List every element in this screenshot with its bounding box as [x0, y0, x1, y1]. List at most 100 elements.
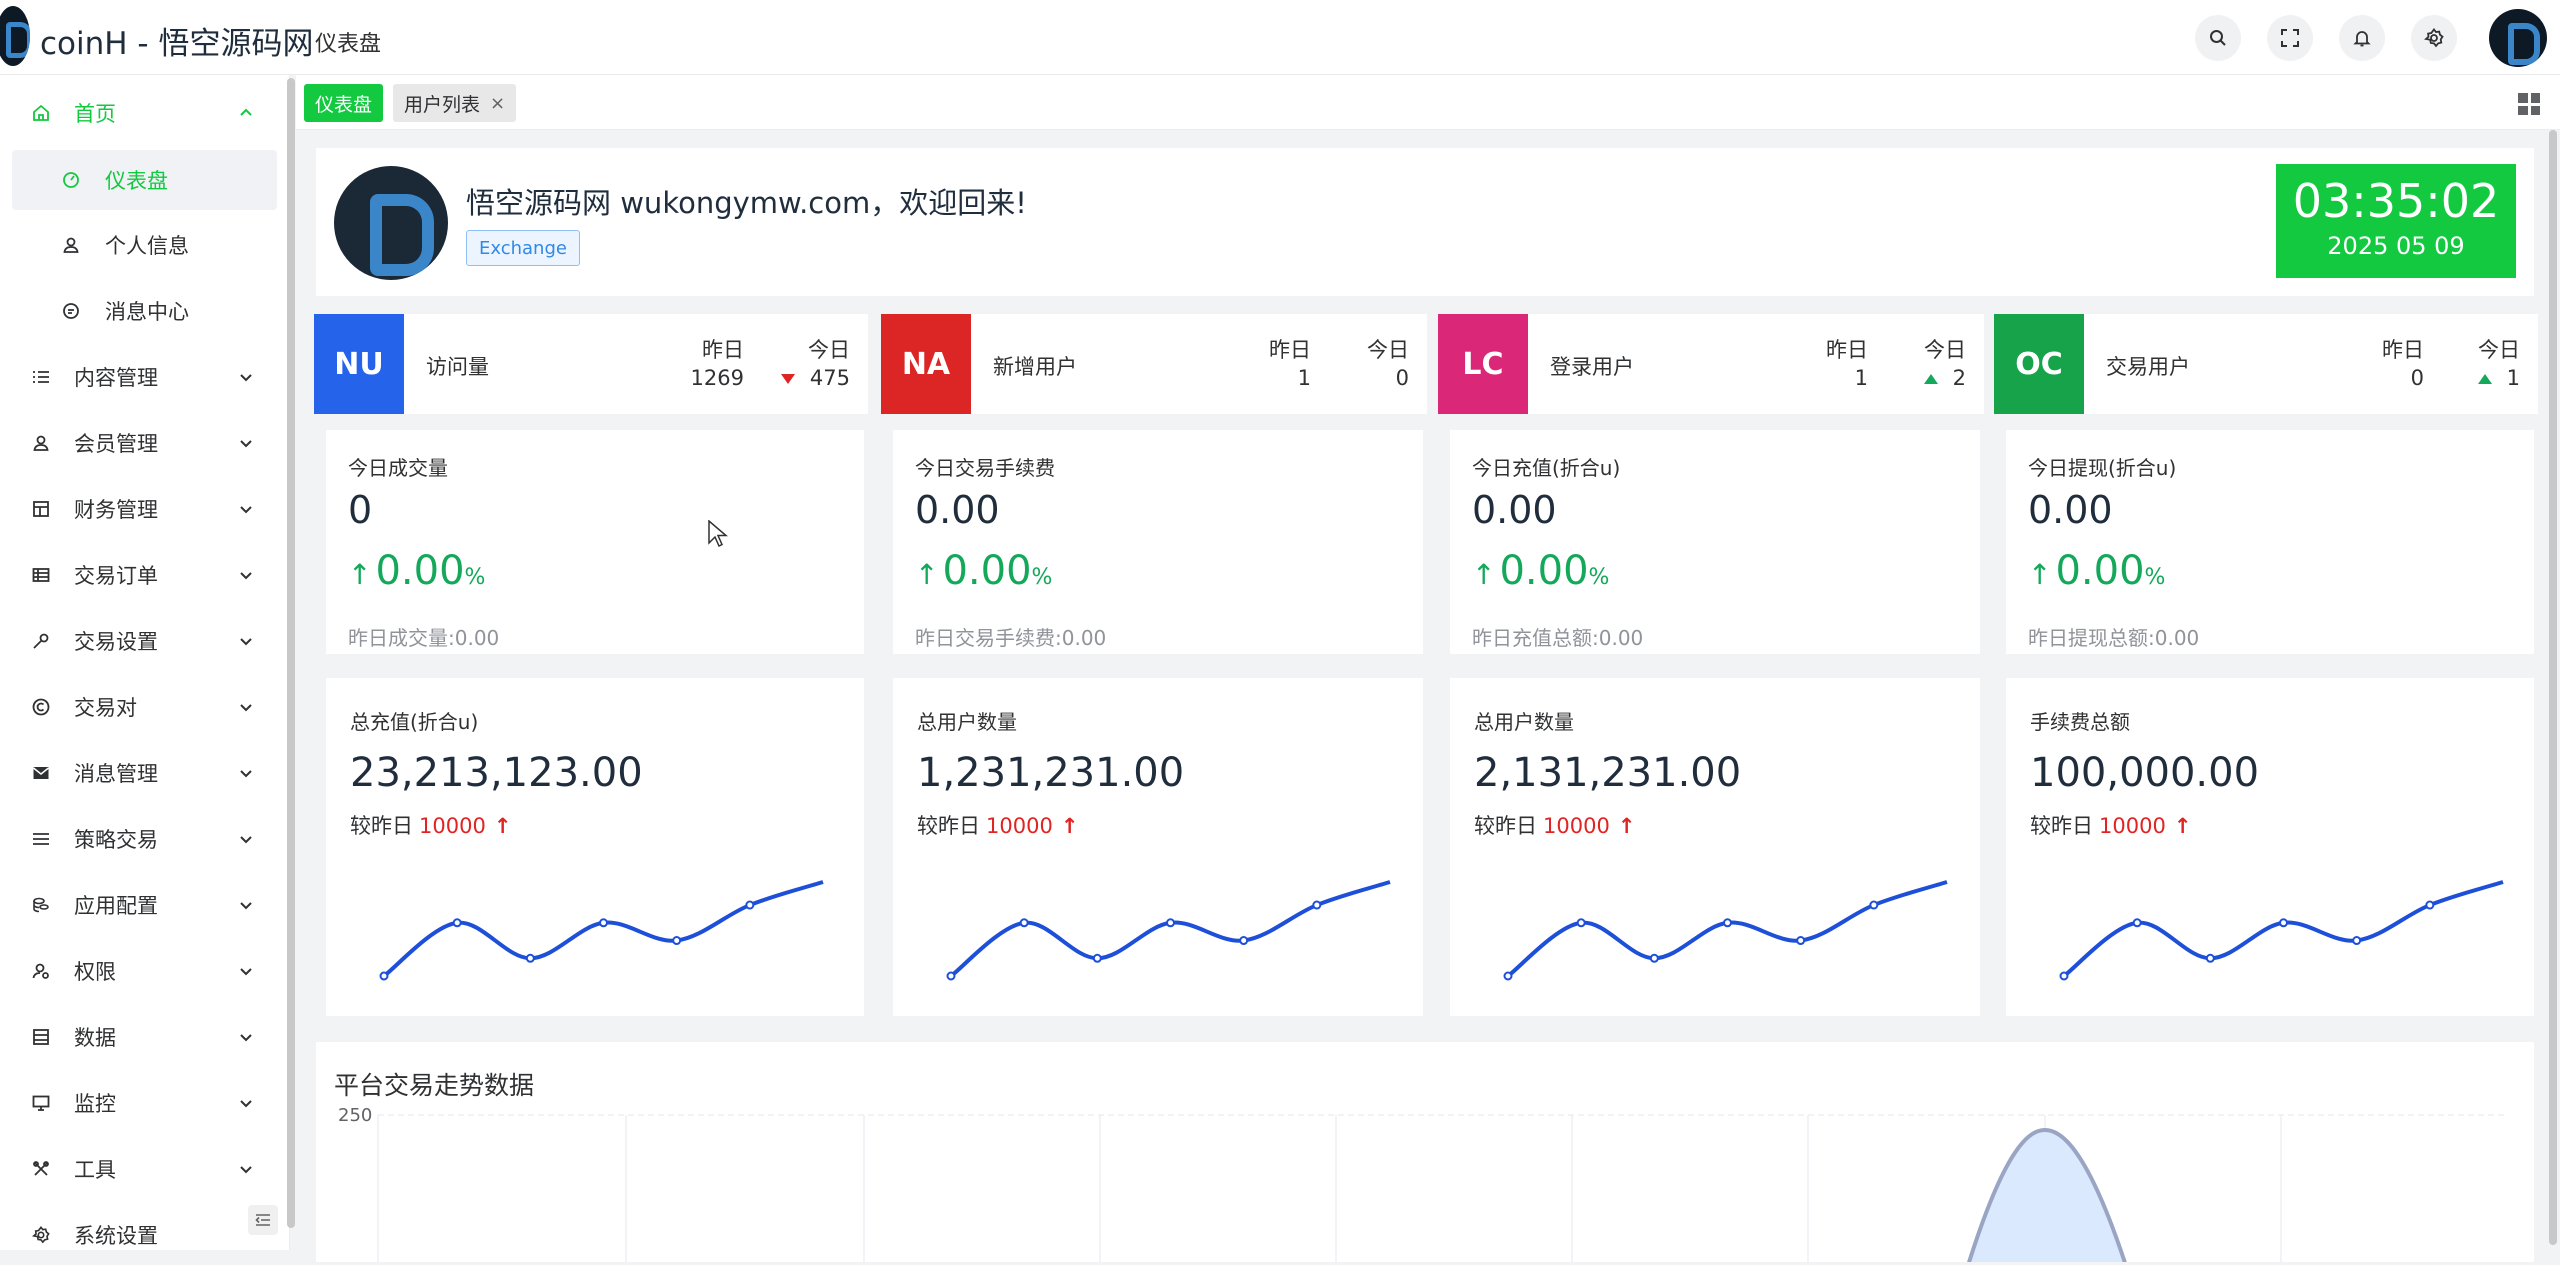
- trend-series-area: [1967, 1127, 2127, 1262]
- kpi-yesterday-label: 昨日: [1269, 338, 1311, 362]
- chevron-down-icon: [240, 968, 252, 976]
- kpi-name: 登录用户: [1550, 355, 1634, 379]
- main-scrollbar[interactable]: [2549, 130, 2557, 1245]
- notification-button[interactable]: [2339, 15, 2385, 61]
- kpi-today-label: 今日: [2478, 338, 2520, 362]
- data-icon: [30, 1026, 52, 1048]
- mouse-cursor-icon: [708, 520, 728, 548]
- stat-change: ↑ 0.00 %: [2028, 548, 2165, 594]
- sparkline-point: [1092, 953, 1102, 963]
- bell-icon: [2353, 31, 2371, 47]
- sidebar-item-message-mgmt[interactable]: 消息管理: [0, 743, 280, 803]
- sparkline-point: [1869, 900, 1879, 910]
- tag-user-list[interactable]: 用户列表 ×: [393, 84, 517, 122]
- sidebar-item-tools[interactable]: 工具: [0, 1139, 280, 1199]
- finance-icon: [30, 498, 52, 520]
- chevron-down-icon: [240, 440, 252, 448]
- arrow-up-icon: ↑: [915, 558, 939, 591]
- sidebar-item-system-settings[interactable]: 系统设置: [0, 1205, 280, 1265]
- kpi-today-label: 今日: [808, 338, 850, 362]
- kpi-code-badge: NU: [314, 314, 404, 414]
- clock-date: 2025 05 09: [2327, 232, 2465, 260]
- daily-stat-card: 今日充值(折合u) 0.00 ↑ 0.00 % 昨日充值总额:0.00: [1450, 430, 1980, 654]
- sidebar-item-strategy[interactable]: 策略交易: [0, 809, 280, 869]
- stat-value: 0: [348, 488, 373, 532]
- gear-icon: [30, 1224, 52, 1246]
- sparkline-point: [672, 936, 682, 946]
- daily-stat-card: 今日提现(折合u) 0.00 ↑ 0.00 % 昨日提现总额:0.00: [2006, 430, 2534, 654]
- kpi-code-badge: OC: [1994, 314, 2084, 414]
- sidebar-scrollbar[interactable]: [287, 78, 295, 1228]
- sparkline-point: [2352, 936, 2362, 946]
- sidebar-item-trade-settings[interactable]: 交易设置: [0, 611, 280, 671]
- sidebar-item-app-config[interactable]: 应用配置: [0, 875, 280, 935]
- kpi-yesterday-label: 昨日: [1826, 338, 1868, 362]
- sidebar-item-orders[interactable]: 交易订单: [0, 545, 280, 605]
- daily-stat-card: 今日交易手续费 0.00 ↑ 0.00 % 昨日交易手续费:0.00: [893, 430, 1423, 654]
- exchange-badge: Exchange: [466, 230, 580, 266]
- sidebar-item-home[interactable]: 首页: [0, 83, 280, 143]
- kpi-card: NA 新增用户 昨日 今日 1 0: [881, 314, 1427, 414]
- total-label: 手续费总额: [2030, 710, 2130, 734]
- tags-bar: 仪表盘 用户列表 ×: [296, 75, 2560, 130]
- trend-title: 平台交易走势数据: [334, 1071, 535, 1100]
- tag-dashboard[interactable]: 仪表盘: [304, 84, 384, 122]
- fullscreen-button[interactable]: [2267, 15, 2313, 61]
- tag-label: 仪表盘: [315, 93, 373, 116]
- sparkline-chart: [1503, 880, 1948, 981]
- kpi-yesterday-label: 昨日: [702, 338, 744, 362]
- order-icon: [30, 564, 52, 586]
- sidebar-item-members[interactable]: 会员管理: [0, 413, 280, 473]
- search-button[interactable]: [2195, 15, 2241, 61]
- sidebar-collapse-button[interactable]: [248, 1205, 278, 1235]
- copyright-icon: [30, 696, 52, 718]
- total-compare: 较昨日 10000 ↑: [2030, 810, 2191, 840]
- logo-icon: [0, 6, 30, 66]
- kpi-yesterday-value: 1269: [690, 366, 744, 390]
- sidebar-item-finance[interactable]: 财务管理: [0, 479, 280, 539]
- sidebar-item-label: 交易对: [74, 696, 137, 720]
- arrow-up-icon: ↑: [2028, 558, 2052, 591]
- close-icon[interactable]: ×: [490, 92, 506, 114]
- total-value: 1,231,231.00: [917, 750, 1185, 796]
- kpi-today-number: 0: [1395, 366, 1409, 390]
- total-stat-card: 总充值(折合u) 23,213,123.00 较昨日 10000 ↑: [326, 678, 864, 1016]
- trend-panel: 平台交易走势数据 250: [316, 1042, 2534, 1262]
- stat-label: 今日充值(折合u): [1472, 456, 1621, 480]
- chat-icon: [60, 300, 82, 322]
- kpi-today-number: 2: [1952, 366, 1966, 390]
- grid-icon[interactable]: [2518, 93, 2540, 115]
- settings-button[interactable]: [2411, 15, 2457, 61]
- stat-label: 今日成交量: [348, 456, 448, 480]
- chevron-down-icon: [240, 902, 252, 910]
- chevron-down-icon: [240, 1166, 252, 1174]
- sparkline-chart: [2059, 880, 2504, 981]
- sparkline-point: [1239, 936, 1249, 946]
- total-label: 总用户数量: [1474, 710, 1574, 734]
- sidebar-item-data[interactable]: 数据: [0, 1007, 280, 1067]
- sidebar-item-permissions[interactable]: 权限: [0, 941, 280, 1001]
- sparkline-chart: [379, 880, 824, 981]
- arrow-up-icon: ↑: [1060, 814, 1079, 838]
- sparkline-point: [1312, 900, 1322, 910]
- sparkline-point: [1723, 918, 1732, 928]
- sidebar-item-monitor[interactable]: 监控: [0, 1073, 280, 1133]
- top-header: coinH - 悟空源码网 仪表盘: [0, 0, 2560, 75]
- sidebar-subitem-dashboard[interactable]: 仪表盘: [12, 150, 277, 210]
- user-avatar[interactable]: [2489, 9, 2547, 67]
- stat-previous: 昨日成交量:0.00: [348, 626, 500, 650]
- sidebar-item-trading-pairs[interactable]: 交易对: [0, 677, 280, 737]
- compare-label: 较昨日: [917, 814, 980, 838]
- sparkline-path: [2062, 880, 2504, 978]
- sidebar-item-content[interactable]: 内容管理: [0, 347, 280, 407]
- monitor-icon: [30, 1092, 52, 1114]
- header-breadcrumb[interactable]: 仪表盘: [315, 32, 382, 57]
- total-value: 100,000.00: [2030, 750, 2260, 796]
- coins-icon: [30, 894, 52, 916]
- sidebar-subitem-messages[interactable]: 消息中心: [12, 281, 277, 341]
- sidebar-subitem-label: 仪表盘: [105, 169, 168, 193]
- sidebar-subitem-profile[interactable]: 个人信息: [12, 215, 277, 275]
- kpi-yesterday-label: 昨日: [2382, 338, 2424, 362]
- sidebar-item-label: 消息管理: [74, 762, 158, 786]
- chevron-down-icon: [240, 374, 252, 382]
